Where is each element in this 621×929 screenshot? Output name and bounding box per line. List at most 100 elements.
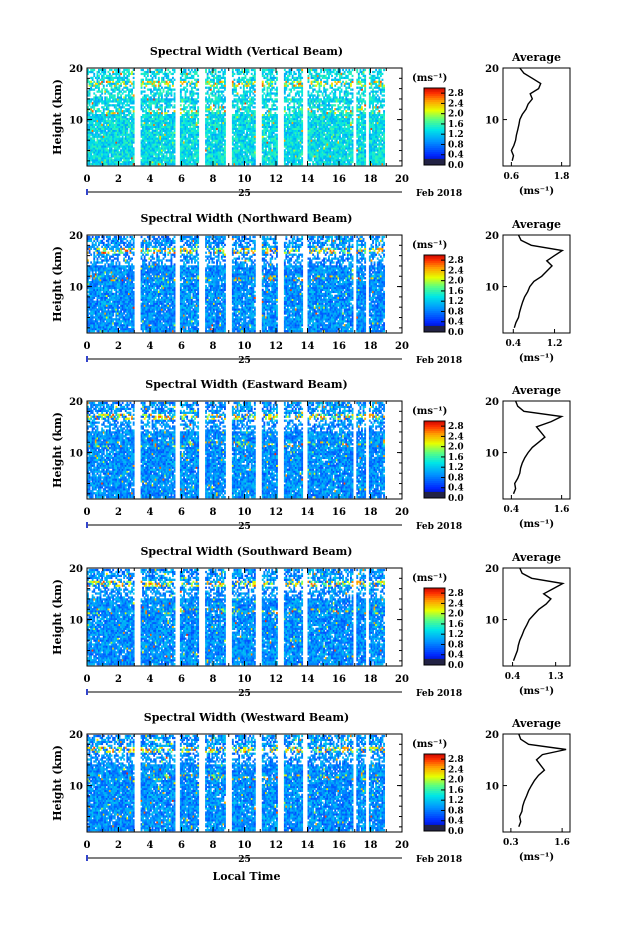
heatmap-cell bbox=[248, 126, 250, 128]
heatmap-cell bbox=[150, 116, 152, 118]
heatmap-cell bbox=[155, 77, 157, 79]
heatmap-cell bbox=[95, 124, 97, 126]
heatmap-cell bbox=[323, 149, 325, 151]
heatmap-cell bbox=[245, 134, 247, 136]
heatmap-cell bbox=[169, 114, 171, 116]
heatmap-cell bbox=[161, 145, 163, 147]
heatmap-cell bbox=[224, 130, 226, 132]
heatmap-cell bbox=[197, 126, 199, 128]
heatmap-cell bbox=[235, 91, 237, 93]
heatmap-cell bbox=[145, 116, 147, 118]
heatmap-cell bbox=[210, 136, 212, 138]
heatmap-cell bbox=[114, 116, 116, 118]
heatmap-cell bbox=[167, 104, 169, 106]
heatmap-cell bbox=[125, 81, 127, 83]
heatmap-cell bbox=[152, 130, 154, 132]
heatmap-cell bbox=[144, 110, 146, 112]
heatmap-cell bbox=[224, 153, 226, 155]
heatmap-cell bbox=[188, 128, 190, 130]
heatmap-cell bbox=[263, 159, 265, 161]
heatmap-cell bbox=[119, 75, 121, 77]
heatmap-cell bbox=[150, 75, 152, 77]
heatmap-cell bbox=[172, 114, 174, 116]
heatmap-cell bbox=[273, 163, 275, 165]
heatmap-cell bbox=[301, 94, 303, 96]
heatmap-cell bbox=[293, 114, 295, 116]
heatmap-cell bbox=[295, 140, 297, 142]
heatmap-cell bbox=[89, 163, 91, 165]
heatmap-cell bbox=[166, 159, 168, 161]
heatmap-cell bbox=[308, 94, 310, 96]
heatmap-cell bbox=[194, 134, 196, 136]
heatmap-cell bbox=[185, 145, 187, 147]
heatmap-cell bbox=[186, 120, 188, 122]
heatmap-cell bbox=[109, 124, 111, 126]
heatmap-cell bbox=[98, 159, 100, 161]
heatmap-cell bbox=[298, 87, 300, 89]
heatmap-cell bbox=[101, 126, 103, 128]
heatmap-cell bbox=[156, 106, 158, 108]
heatmap-cell bbox=[144, 100, 146, 102]
heatmap-cell bbox=[144, 159, 146, 161]
heatmap-cell bbox=[276, 106, 278, 108]
heatmap-cell bbox=[114, 106, 116, 108]
heatmap-cell bbox=[169, 98, 171, 100]
heatmap-cell bbox=[93, 100, 95, 102]
heatmap-cell bbox=[254, 71, 256, 73]
heatmap-cell bbox=[293, 126, 295, 128]
heatmap-cell bbox=[100, 163, 102, 165]
heatmap-cell bbox=[180, 124, 182, 126]
heatmap-cell bbox=[130, 89, 132, 91]
heatmap-cell bbox=[197, 96, 199, 98]
heatmap-cell bbox=[224, 155, 226, 157]
heatmap-cell bbox=[219, 75, 221, 77]
heatmap-cell bbox=[128, 75, 130, 77]
heatmap-cell bbox=[172, 69, 174, 71]
heatmap-cell bbox=[142, 96, 144, 98]
heatmap-cell bbox=[150, 153, 152, 155]
heatmap-cell bbox=[210, 126, 212, 128]
heatmap-cell bbox=[314, 120, 316, 122]
heatmap-cell bbox=[156, 140, 158, 142]
heatmap-cell bbox=[156, 104, 158, 106]
heatmap-cell bbox=[219, 71, 221, 73]
heatmap-cell bbox=[191, 96, 193, 98]
heatmap-cell bbox=[89, 145, 91, 147]
heatmap-cell bbox=[142, 130, 144, 132]
heatmap-cell bbox=[289, 159, 291, 161]
heatmap-cell bbox=[295, 155, 297, 157]
heatmap-cell bbox=[205, 136, 207, 138]
heatmap-cell bbox=[194, 145, 196, 147]
heatmap-cell bbox=[300, 75, 302, 77]
heatmap-cell bbox=[241, 149, 243, 151]
heatmap-cell bbox=[155, 87, 157, 89]
heatmap-cell bbox=[211, 149, 213, 151]
heatmap-cell bbox=[193, 98, 195, 100]
heatmap-cell bbox=[238, 163, 240, 165]
heatmap-cell bbox=[241, 145, 243, 147]
heatmap-cell bbox=[126, 87, 128, 89]
heatmap-cell bbox=[109, 73, 111, 75]
heatmap-cell bbox=[326, 69, 328, 71]
heatmap-cell bbox=[211, 132, 213, 134]
heatmap-cell bbox=[293, 104, 295, 106]
heatmap-cell bbox=[167, 159, 169, 161]
heatmap-cell bbox=[287, 81, 289, 83]
heatmap-cell bbox=[210, 100, 212, 102]
heatmap-cell bbox=[163, 145, 165, 147]
heatmap-cell bbox=[194, 130, 196, 132]
heatmap-cell bbox=[117, 155, 119, 157]
heatmap-cell bbox=[267, 69, 269, 71]
heatmap-cell bbox=[301, 116, 303, 118]
heatmap-cell bbox=[111, 83, 113, 85]
heatmap-cell bbox=[222, 120, 224, 122]
heatmap-cell bbox=[245, 96, 247, 98]
heatmap-cell bbox=[194, 79, 196, 81]
heatmap-cell bbox=[241, 143, 243, 145]
heatmap-cell bbox=[293, 149, 295, 151]
heatmap-cell bbox=[180, 136, 182, 138]
heatmap-cell bbox=[213, 124, 215, 126]
heatmap-cell bbox=[119, 124, 121, 126]
heatmap-cell bbox=[182, 155, 184, 157]
heatmap-cell bbox=[224, 69, 226, 71]
